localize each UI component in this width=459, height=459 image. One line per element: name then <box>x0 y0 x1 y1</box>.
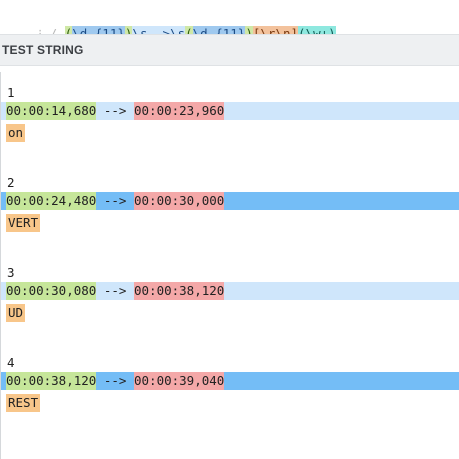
regex-input[interactable]: ⁝ / (\d.{11})\s-->\s(\d.{11})[\r\n](\w+) <box>8 7 336 41</box>
regex-token-group: ) <box>245 26 253 41</box>
end-timestamp: 00:00:38,120 <box>134 282 225 300</box>
regex-token-grp3: ( <box>298 26 306 41</box>
captured-word: REST <box>6 394 41 412</box>
regex-token-grp3: ) <box>328 26 336 41</box>
timestamp-line: 00:00:24,480 --> 00:00:30,000 <box>1 192 459 210</box>
line-index: 2 <box>7 175 15 190</box>
captured-word: on <box>6 124 26 142</box>
regex-token-group: ( <box>185 26 193 41</box>
arrow-separator: --> <box>96 103 134 118</box>
line-index: 4 <box>7 355 15 370</box>
match-highlight <box>1 372 459 390</box>
arrow-separator: --> <box>96 283 134 298</box>
captured-word: VERT <box>6 214 41 232</box>
end-timestamp: 00:00:30,000 <box>134 192 225 210</box>
match-highlight <box>1 192 459 210</box>
test-string-editor[interactable]: 1 00:00:14,680 --> 00:00:23,960 on 2 00:00:2… <box>0 72 459 459</box>
timestamp-line: 00:00:38,120 --> 00:00:39,040 <box>1 372 459 390</box>
regex-drag-handle[interactable]: ⁝ <box>38 26 50 41</box>
line-index: 3 <box>7 265 15 280</box>
start-timestamp: 00:00:24,480 <box>6 192 97 210</box>
end-timestamp: 00:00:23,960 <box>134 102 225 120</box>
arrow-separator: --> <box>96 193 134 208</box>
match-highlight <box>1 282 459 300</box>
end-timestamp: 00:00:39,040 <box>134 372 225 390</box>
captured-word: UD <box>6 304 26 322</box>
section-title: TEST STRING <box>2 43 84 57</box>
start-timestamp: 00:00:30,080 <box>6 282 97 300</box>
regex-editor[interactable]: ⁝ / (\d.{11})\s-->\s(\d.{11})[\r\n](\w+) <box>0 0 459 41</box>
arrow-separator: --> <box>96 373 134 388</box>
start-timestamp: 00:00:38,120 <box>6 372 97 390</box>
regex-token-group: ( <box>64 26 73 41</box>
regex-token-group: ) <box>124 26 133 41</box>
timestamp-line: 00:00:30,080 --> 00:00:38,120 <box>1 282 459 300</box>
test-string-header: TEST STRING <box>0 34 459 66</box>
match-highlight <box>1 102 459 120</box>
line-index: 1 <box>7 85 15 100</box>
start-timestamp: 00:00:14,680 <box>6 102 97 120</box>
timestamp-line: 00:00:14,680 --> 00:00:23,960 <box>1 102 459 120</box>
regex-delimiter: / <box>50 26 58 41</box>
